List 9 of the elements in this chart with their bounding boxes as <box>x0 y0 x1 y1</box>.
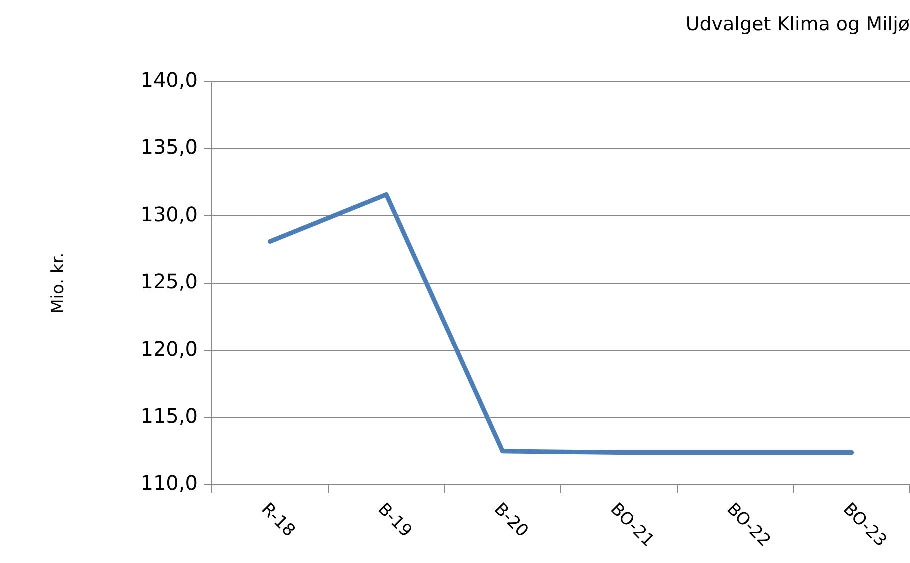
y-axis-title: Mio. kr. <box>48 252 69 314</box>
y-tick-label: 140,0 <box>140 68 198 92</box>
y-tick-label: 120,0 <box>140 336 198 361</box>
y-tick-label: 125,0 <box>140 270 198 294</box>
y-tick-label: 110,0 <box>140 471 198 496</box>
y-tick-label: 130,0 <box>140 202 198 226</box>
chart-title: Udvalget Klima og Miljø <box>686 13 910 36</box>
y-tick-label: 115,0 <box>140 404 198 428</box>
y-tick-label: 135,0 <box>140 135 198 160</box>
